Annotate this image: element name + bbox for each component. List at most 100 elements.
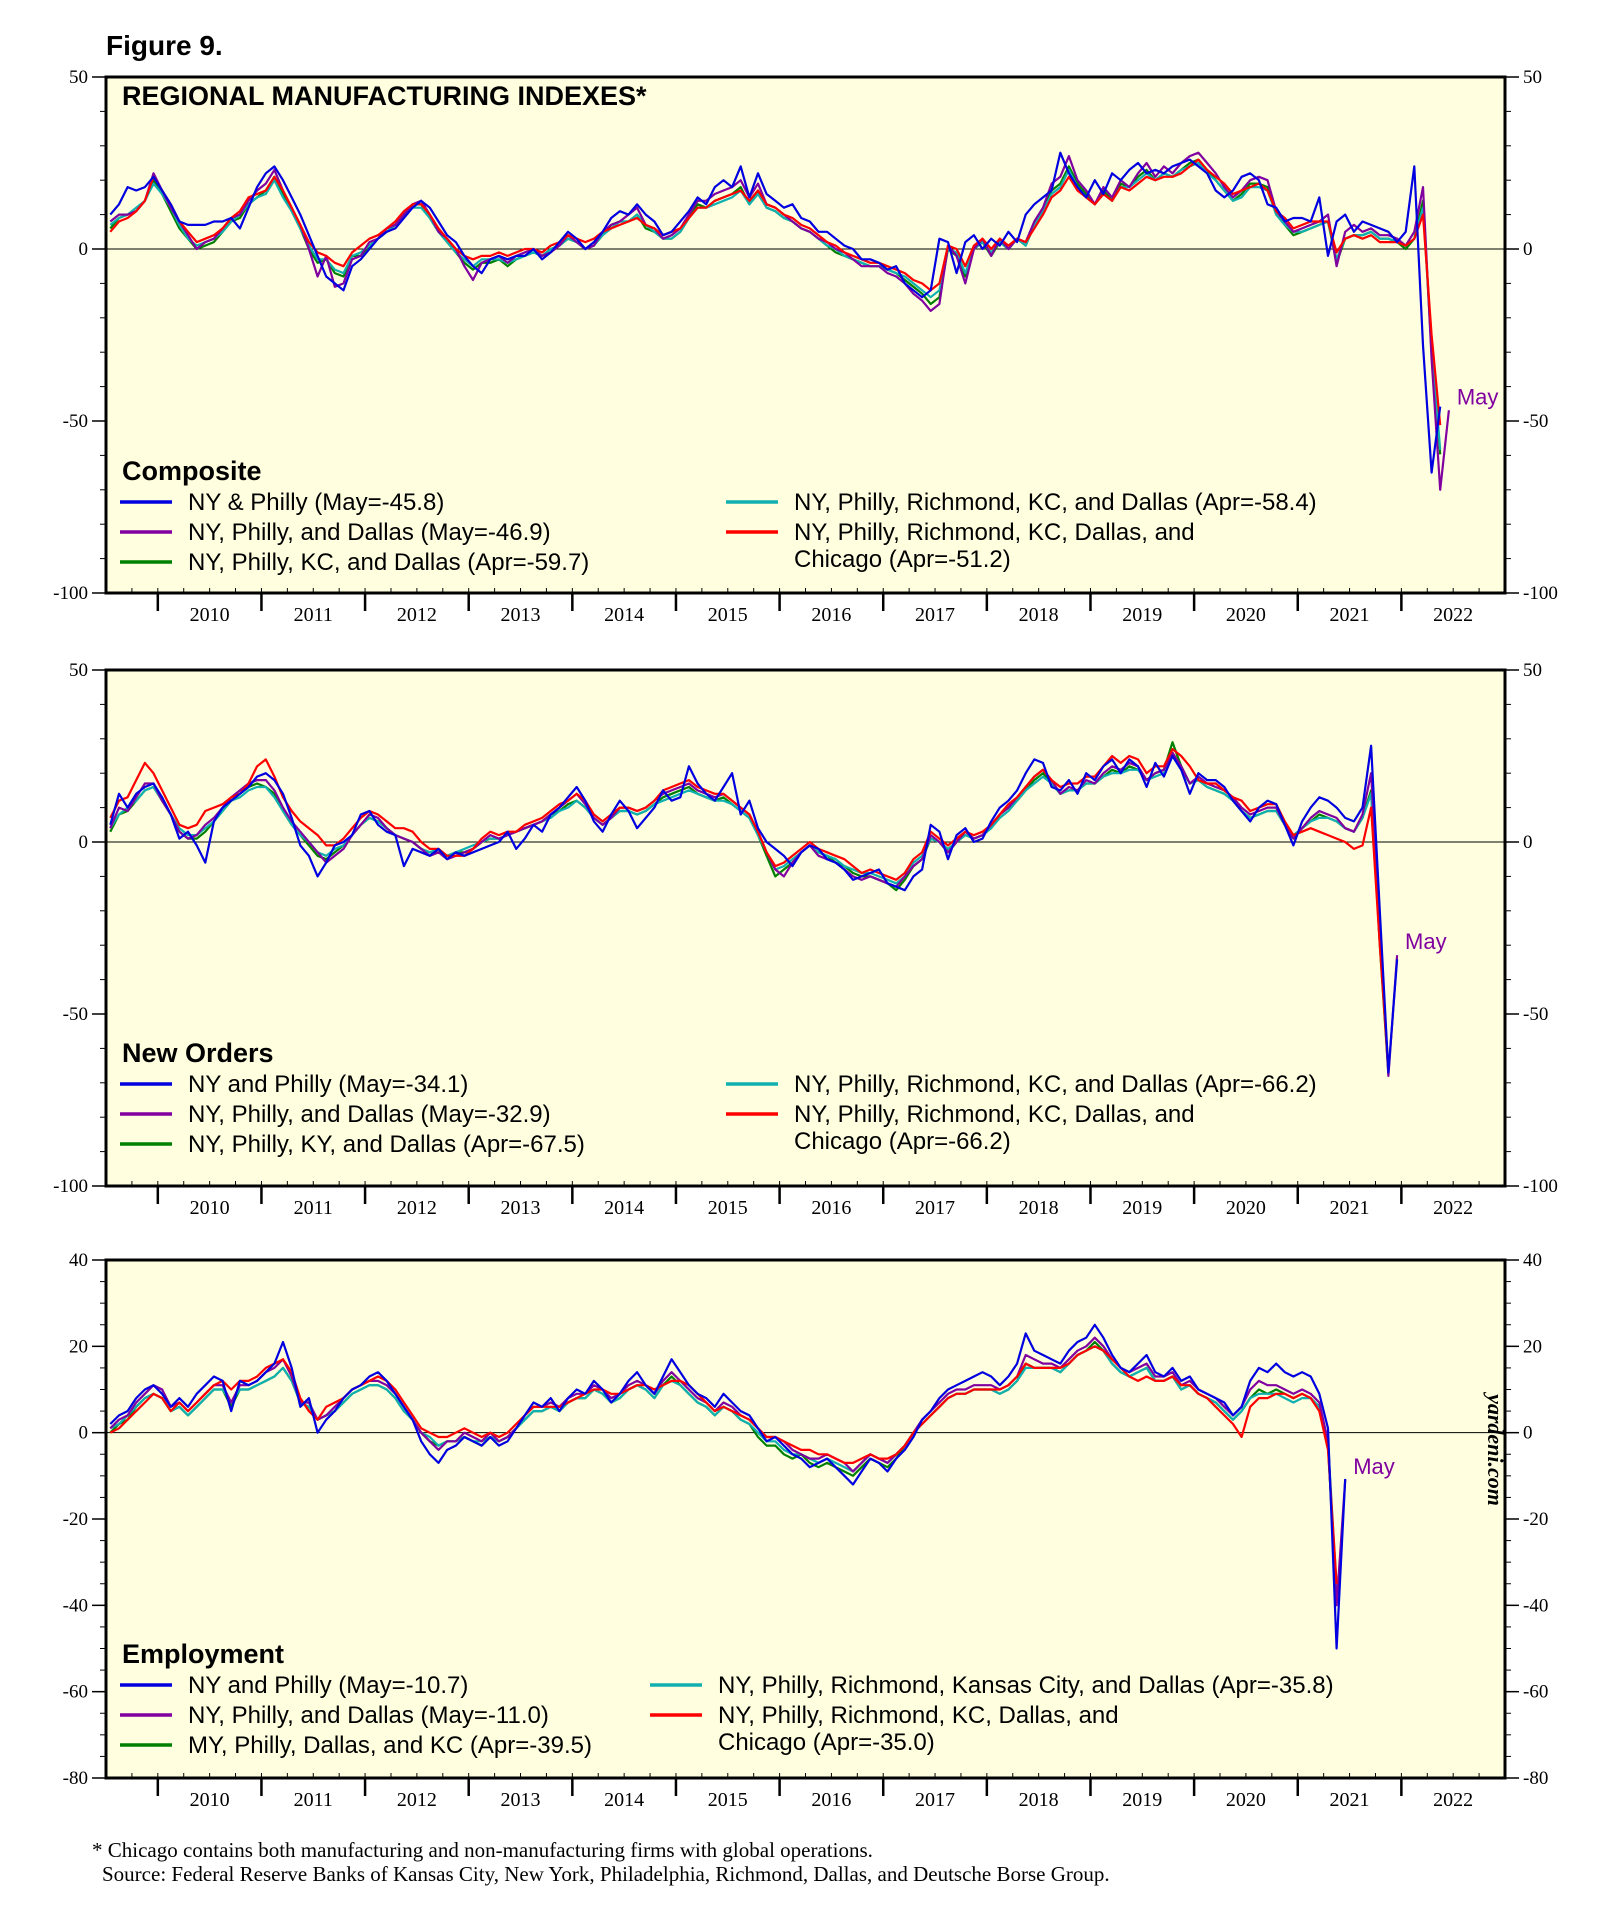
legend-label-cont: Chicago (Apr=-66.2) [794, 1128, 1011, 1155]
x-tick-label: 2022 [1433, 1197, 1473, 1219]
legend-label-cont: Chicago (Apr=-35.0) [718, 1729, 935, 1756]
x-tick-label: 2010 [190, 1197, 230, 1219]
y-tick-label: 40 [69, 1250, 88, 1271]
may-annotation: May [1353, 1454, 1395, 1479]
x-tick-label: 2021 [1330, 1789, 1370, 1811]
legend-label: NY, Philly, KC, and Dallas (Apr=-59.7) [188, 549, 589, 576]
y-tick-label: -20 [63, 1509, 88, 1530]
x-tick-label: 2016 [811, 1197, 851, 1219]
x-tick-label: 2019 [1122, 604, 1162, 626]
legend-label: NY, Philly, and Dallas (May=-11.0) [188, 1702, 549, 1729]
x-tick-label: 2018 [1019, 604, 1059, 626]
y-tick-label: -40 [63, 1595, 88, 1616]
credit-watermark: yardeni.com [1483, 1391, 1508, 1506]
plot-frame [104, 668, 1507, 1188]
x-tick-label: 2015 [708, 1789, 748, 1811]
series-line-five-regions [109, 161, 1442, 450]
y-tick-label: 0 [79, 832, 89, 853]
panel-title: Employment [122, 1639, 284, 1669]
legend-label: NY, Philly, and Dallas (May=-46.9) [188, 519, 551, 546]
y-tick-label-right: 0 [1523, 239, 1533, 260]
x-tick-label: 2018 [1019, 1789, 1059, 1811]
panel-title: Composite [122, 456, 262, 486]
legend-label: MY, Philly, Dallas, and KC (Apr=-39.5) [188, 1732, 592, 1759]
y-tick-label-right: 20 [1523, 1336, 1542, 1357]
x-tick-label: 2011 [294, 604, 333, 626]
x-tick-label: 2017 [915, 1197, 955, 1219]
footnote-asterisk: * Chicago contains both manufacturing an… [92, 1838, 873, 1862]
legend-label: NY, Philly, Richmond, KC, and Dallas (Ap… [794, 489, 1317, 516]
y-tick-label: 0 [79, 1423, 89, 1444]
y-tick-label: 20 [69, 1336, 88, 1357]
x-tick-label: 2014 [604, 604, 644, 626]
y-tick-label: -80 [63, 1768, 88, 1789]
x-tick-label: 2012 [397, 604, 437, 626]
x-tick-label: 2020 [1226, 604, 1266, 626]
x-tick-label: 2013 [501, 604, 541, 626]
plot-background [106, 670, 1505, 1186]
legend-label: NY, Philly, Richmond, KC, Dallas, and [794, 519, 1195, 546]
x-tick-label: 2022 [1433, 1789, 1473, 1811]
may-annotation: May [1457, 384, 1499, 409]
legend-label: NY & Philly (May=-45.8) [188, 489, 444, 516]
y-tick-label-right: 50 [1523, 67, 1542, 88]
y-tick-label: -100 [53, 1176, 88, 1197]
x-tick-label: 2010 [190, 604, 230, 626]
legend-label: NY, Philly, Richmond, KC, Dallas, and [794, 1101, 1195, 1128]
y-tick-label-right: -50 [1523, 1004, 1548, 1025]
y-tick-label-right: -80 [1523, 1768, 1548, 1789]
plot-frame [104, 1258, 1507, 1780]
main-title: REGIONAL MANUFACTURING INDEXES* [122, 81, 647, 111]
series-line-ny-philly [109, 744, 1399, 1074]
y-tick-label-right: 50 [1523, 660, 1542, 681]
x-tick-label: 2011 [294, 1197, 333, 1219]
x-tick-label: 2016 [811, 1789, 851, 1811]
x-tick-label: 2022 [1433, 604, 1473, 626]
y-tick-label-right: -40 [1523, 1595, 1548, 1616]
x-tick-label: 2013 [501, 1789, 541, 1811]
x-tick-label: 2011 [294, 1789, 333, 1811]
y-tick-label: -50 [63, 411, 88, 432]
x-tick-label: 2013 [501, 1197, 541, 1219]
legend-label: NY and Philly (May=-10.7) [188, 1672, 468, 1699]
legend-label: NY, Philly, Richmond, KC, and Dallas (Ap… [794, 1071, 1317, 1098]
series-line-six-regions [109, 747, 1390, 1070]
y-tick-label: 50 [69, 67, 88, 88]
x-tick-label: 2014 [604, 1197, 644, 1219]
x-tick-label: 2019 [1122, 1197, 1162, 1219]
y-tick-label-right: -20 [1523, 1509, 1548, 1530]
legend-label: NY, Philly, Richmond, Kansas City, and D… [718, 1672, 1334, 1699]
may-annotation: May [1405, 929, 1447, 954]
legend-label: NY, Philly, KY, and Dallas (Apr=-67.5) [188, 1131, 585, 1158]
legend-label: NY, Philly, and Dallas (May=-32.9) [188, 1101, 551, 1128]
x-tick-label: 2020 [1226, 1197, 1266, 1219]
x-tick-label: 2015 [708, 1197, 748, 1219]
panel-title: New Orders [122, 1038, 274, 1068]
x-tick-label: 2021 [1330, 604, 1370, 626]
legend-label: NY and Philly (May=-34.1) [188, 1071, 468, 1098]
x-tick-label: 2019 [1122, 1789, 1162, 1811]
figure-label: Figure 9. [106, 30, 223, 61]
y-tick-label-right: -100 [1523, 1176, 1558, 1197]
y-tick-label: 50 [69, 660, 88, 681]
x-tick-label: 2020 [1226, 1789, 1266, 1811]
y-tick-label: 0 [79, 239, 89, 260]
x-tick-label: 2015 [708, 604, 748, 626]
footnote-source: Source: Federal Reserve Banks of Kansas … [102, 1862, 1110, 1886]
y-tick-label-right: -50 [1523, 411, 1548, 432]
x-tick-label: 2021 [1330, 1197, 1370, 1219]
y-tick-label-right: 0 [1523, 1423, 1533, 1444]
series-line-six-regions [109, 158, 1442, 426]
x-tick-label: 2012 [397, 1789, 437, 1811]
plot-background [106, 77, 1505, 593]
y-tick-label-right: -60 [1523, 1682, 1548, 1703]
y-tick-label: -100 [53, 583, 88, 604]
x-tick-label: 2010 [190, 1789, 230, 1811]
plot-background [106, 1260, 1505, 1778]
legend-label-cont: Chicago (Apr=-51.2) [794, 546, 1011, 573]
x-tick-label: 2017 [915, 604, 955, 626]
series-line-ny-philly [109, 151, 1442, 474]
y-tick-label-right: -100 [1523, 583, 1558, 604]
x-tick-label: 2016 [811, 604, 851, 626]
